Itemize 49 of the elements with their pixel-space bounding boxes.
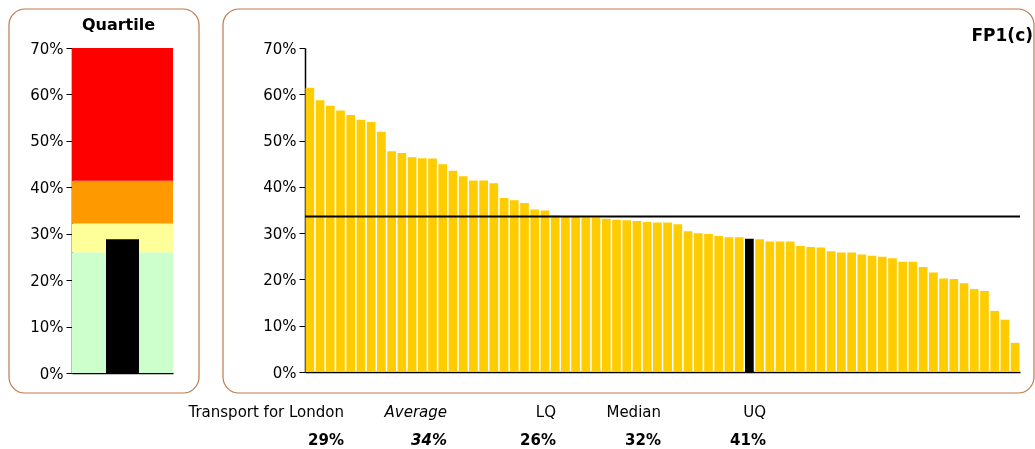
y-tick-label: 0% <box>272 363 297 382</box>
bar <box>305 87 315 372</box>
chart-title: FP1(c) <box>971 25 1033 46</box>
y-tick-label: 50% <box>263 132 297 151</box>
bar <box>867 255 877 372</box>
bar <box>632 221 642 372</box>
bar <box>356 119 366 372</box>
text: LQ <box>535 403 556 421</box>
text: Average <box>383 403 447 421</box>
y-tick-label: 10% <box>30 318 64 337</box>
bar <box>407 157 417 372</box>
text: 29% <box>308 431 344 449</box>
y-tick-label: 60% <box>263 85 297 104</box>
bar <box>499 197 509 372</box>
y-tick-label: 60% <box>30 85 64 104</box>
bar <box>959 283 969 372</box>
bar <box>448 170 458 372</box>
y-tick-label: 10% <box>263 317 297 336</box>
bar <box>540 210 550 372</box>
text: 26% <box>520 431 556 449</box>
y-tick-label: 70% <box>30 39 64 58</box>
bar <box>315 100 325 372</box>
bar <box>1000 319 1010 372</box>
text: 32% <box>625 431 661 449</box>
text: UQ <box>743 403 766 421</box>
bar <box>816 247 826 372</box>
text: 41% <box>730 431 766 449</box>
y-tick-label: 50% <box>30 132 64 151</box>
y-tick-label: 70% <box>263 39 297 58</box>
text: Median <box>606 403 661 421</box>
text: Transport for London <box>187 403 344 421</box>
y-tick-label: 20% <box>30 271 64 290</box>
y-tick-label: 30% <box>30 225 64 244</box>
bar <box>397 153 407 372</box>
y-tick-label: 40% <box>263 178 297 197</box>
bar <box>1010 342 1020 372</box>
y-tick-label: 0% <box>39 364 64 383</box>
chart-title: Quartile <box>81 15 156 35</box>
bar <box>734 237 744 372</box>
text: 34% <box>411 431 447 449</box>
bar <box>918 266 928 372</box>
bar <box>724 237 734 372</box>
bar <box>775 241 785 372</box>
y-tick-label: 20% <box>263 270 297 289</box>
y-tick-label: 30% <box>263 224 297 243</box>
bar <box>591 217 601 372</box>
y-tick-label: 40% <box>30 178 64 197</box>
bar <box>908 261 918 372</box>
bar <box>683 231 693 372</box>
